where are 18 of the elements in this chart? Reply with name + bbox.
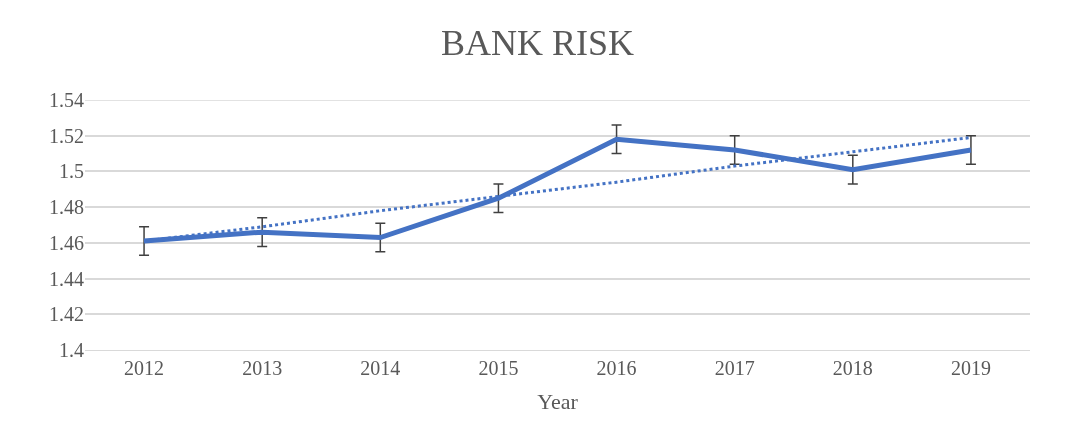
x-tick-label: 2017: [714, 357, 755, 379]
y-tick-label: 1.54: [49, 89, 84, 111]
x-tick-label: 2012: [124, 357, 165, 379]
x-tick-label: 2019: [950, 357, 991, 379]
y-tick-label: 1.46: [49, 231, 84, 254]
x-tick-label: 2018: [832, 357, 873, 379]
y-tick-label: 1.5: [59, 160, 84, 183]
y-tick-label: 1.42: [49, 303, 84, 326]
x-tick-label: 2013: [242, 357, 283, 379]
x-tick-label: 2014: [360, 357, 401, 379]
x-tick-label: 2016: [596, 357, 637, 379]
y-tick-label: 1.44: [49, 267, 84, 290]
y-tick-label: 1.4: [59, 339, 84, 361]
x-tick-label: 2015: [478, 357, 519, 379]
y-tick-label: 1.48: [49, 196, 84, 219]
chart-title: BANK RISK: [440, 22, 635, 63]
x-axis-title: Year: [537, 388, 579, 414]
y-tick-label: 1.52: [49, 124, 84, 147]
